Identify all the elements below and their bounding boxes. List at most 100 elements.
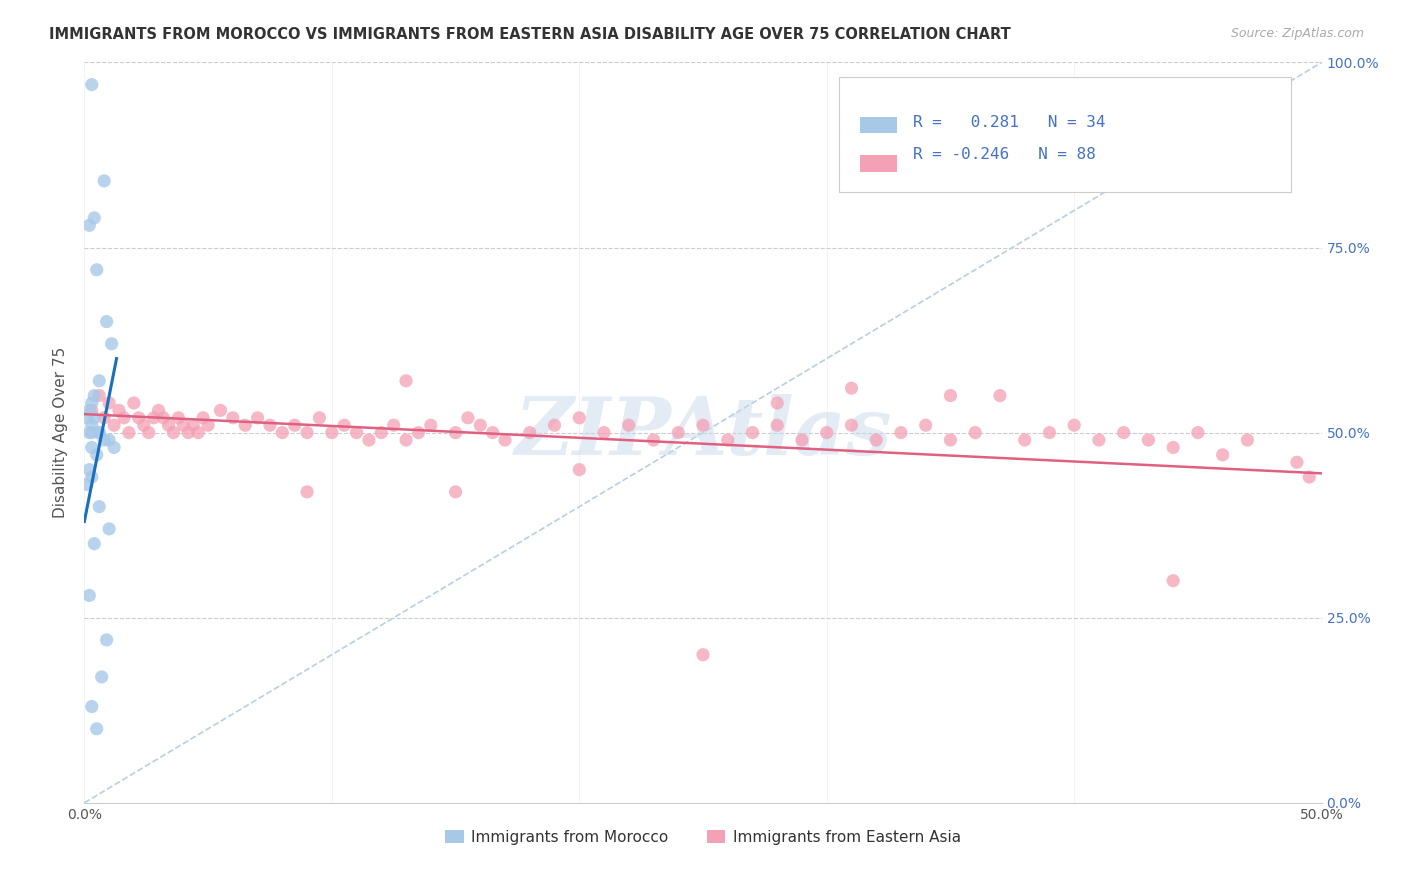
Immigrants from Eastern Asia bbox=[233, 418, 256, 433]
Immigrants from Eastern Asia bbox=[965, 425, 987, 440]
Immigrants from Morocco bbox=[89, 425, 111, 440]
Immigrants from Morocco bbox=[80, 425, 103, 440]
Immigrants from Eastern Asia bbox=[470, 418, 492, 433]
Immigrants from Eastern Asia bbox=[408, 425, 430, 440]
Immigrants from Morocco bbox=[89, 500, 111, 514]
Immigrants from Morocco bbox=[80, 78, 103, 92]
Immigrants from Eastern Asia bbox=[1161, 574, 1184, 588]
Immigrants from Morocco bbox=[93, 433, 115, 447]
Immigrants from Eastern Asia bbox=[108, 403, 131, 417]
Immigrants from Eastern Asia bbox=[1137, 433, 1160, 447]
Immigrants from Morocco bbox=[90, 670, 112, 684]
Immigrants from Eastern Asia bbox=[112, 410, 135, 425]
Immigrants from Eastern Asia bbox=[1038, 425, 1060, 440]
Immigrants from Morocco bbox=[83, 388, 105, 402]
Immigrants from Eastern Asia bbox=[321, 425, 343, 440]
Immigrants from Eastern Asia bbox=[167, 410, 190, 425]
Immigrants from Eastern Asia bbox=[172, 418, 194, 433]
Immigrants from Eastern Asia bbox=[346, 425, 368, 440]
Immigrants from Eastern Asia bbox=[177, 425, 200, 440]
Immigrants from Eastern Asia bbox=[98, 396, 121, 410]
Immigrants from Eastern Asia bbox=[444, 425, 467, 440]
Immigrants from Eastern Asia bbox=[841, 381, 863, 395]
Immigrants from Eastern Asia bbox=[741, 425, 763, 440]
Immigrants from Eastern Asia bbox=[481, 425, 503, 440]
Immigrants from Morocco bbox=[100, 336, 122, 351]
Immigrants from Eastern Asia bbox=[128, 410, 150, 425]
Immigrants from Eastern Asia bbox=[284, 418, 307, 433]
Immigrants from Eastern Asia bbox=[122, 396, 145, 410]
Immigrants from Eastern Asia bbox=[457, 410, 479, 425]
Immigrants from Eastern Asia bbox=[259, 418, 281, 433]
Immigrants from Morocco bbox=[79, 403, 101, 417]
Immigrants from Eastern Asia bbox=[914, 418, 936, 433]
Immigrants from Morocco bbox=[80, 396, 103, 410]
Immigrants from Eastern Asia bbox=[519, 425, 541, 440]
Immigrants from Eastern Asia bbox=[841, 418, 863, 433]
Immigrants from Morocco bbox=[79, 219, 101, 233]
Immigrants from Eastern Asia bbox=[209, 403, 232, 417]
Immigrants from Morocco bbox=[103, 441, 125, 455]
Immigrants from Eastern Asia bbox=[89, 388, 111, 402]
FancyBboxPatch shape bbox=[839, 78, 1291, 192]
Immigrants from Morocco bbox=[83, 410, 105, 425]
Immigrants from Eastern Asia bbox=[271, 425, 294, 440]
Immigrants from Eastern Asia bbox=[246, 410, 269, 425]
Immigrants from Eastern Asia bbox=[766, 396, 789, 410]
Immigrants from Morocco bbox=[96, 314, 118, 328]
Immigrants from Eastern Asia bbox=[1212, 448, 1234, 462]
Immigrants from Morocco bbox=[79, 462, 101, 476]
Immigrants from Morocco bbox=[80, 699, 103, 714]
Immigrants from Eastern Asia bbox=[93, 410, 115, 425]
Immigrants from Eastern Asia bbox=[1285, 455, 1308, 469]
Legend: Immigrants from Morocco, Immigrants from Eastern Asia: Immigrants from Morocco, Immigrants from… bbox=[439, 823, 967, 851]
Immigrants from Eastern Asia bbox=[815, 425, 838, 440]
Immigrants from Eastern Asia bbox=[1236, 433, 1258, 447]
Immigrants from Eastern Asia bbox=[939, 433, 962, 447]
Immigrants from Eastern Asia bbox=[295, 425, 318, 440]
Immigrants from Eastern Asia bbox=[643, 433, 665, 447]
Immigrants from Morocco bbox=[83, 536, 105, 550]
Immigrants from Morocco bbox=[79, 589, 101, 603]
Immigrants from Morocco bbox=[86, 448, 108, 462]
Immigrants from Eastern Asia bbox=[1112, 425, 1135, 440]
Immigrants from Eastern Asia bbox=[1161, 441, 1184, 455]
Immigrants from Eastern Asia bbox=[593, 425, 616, 440]
Y-axis label: Disability Age Over 75: Disability Age Over 75 bbox=[53, 347, 69, 518]
Bar bbox=[860, 117, 897, 134]
Immigrants from Morocco bbox=[86, 262, 108, 277]
Immigrants from Morocco bbox=[80, 418, 103, 433]
Immigrants from Eastern Asia bbox=[1088, 433, 1111, 447]
Immigrants from Eastern Asia bbox=[790, 433, 813, 447]
Immigrants from Eastern Asia bbox=[988, 388, 1011, 402]
Immigrants from Eastern Asia bbox=[890, 425, 912, 440]
Immigrants from Eastern Asia bbox=[568, 410, 591, 425]
Text: R = -0.246   N = 88: R = -0.246 N = 88 bbox=[914, 147, 1097, 162]
Immigrants from Morocco bbox=[80, 470, 103, 484]
Immigrants from Eastern Asia bbox=[666, 425, 689, 440]
Immigrants from Eastern Asia bbox=[865, 433, 887, 447]
Immigrants from Eastern Asia bbox=[191, 410, 214, 425]
Immigrants from Morocco bbox=[93, 174, 115, 188]
Immigrants from Eastern Asia bbox=[357, 433, 380, 447]
Immigrants from Eastern Asia bbox=[118, 425, 141, 440]
Immigrants from Eastern Asia bbox=[370, 425, 392, 440]
Immigrants from Morocco bbox=[89, 374, 111, 388]
Text: ZIPAtlas: ZIPAtlas bbox=[515, 394, 891, 471]
Immigrants from Eastern Asia bbox=[157, 418, 180, 433]
Immigrants from Eastern Asia bbox=[692, 648, 714, 662]
Immigrants from Eastern Asia bbox=[692, 418, 714, 433]
Immigrants from Eastern Asia bbox=[617, 418, 640, 433]
Immigrants from Morocco bbox=[76, 410, 98, 425]
Immigrants from Eastern Asia bbox=[162, 425, 184, 440]
Bar bbox=[860, 155, 897, 172]
Immigrants from Eastern Asia bbox=[132, 418, 155, 433]
Immigrants from Eastern Asia bbox=[939, 388, 962, 402]
Immigrants from Eastern Asia bbox=[494, 433, 516, 447]
Immigrants from Eastern Asia bbox=[103, 418, 125, 433]
Immigrants from Eastern Asia bbox=[187, 425, 209, 440]
Text: R =   0.281   N = 34: R = 0.281 N = 34 bbox=[914, 115, 1107, 130]
Immigrants from Eastern Asia bbox=[138, 425, 160, 440]
Immigrants from Eastern Asia bbox=[148, 403, 170, 417]
Immigrants from Eastern Asia bbox=[419, 418, 441, 433]
